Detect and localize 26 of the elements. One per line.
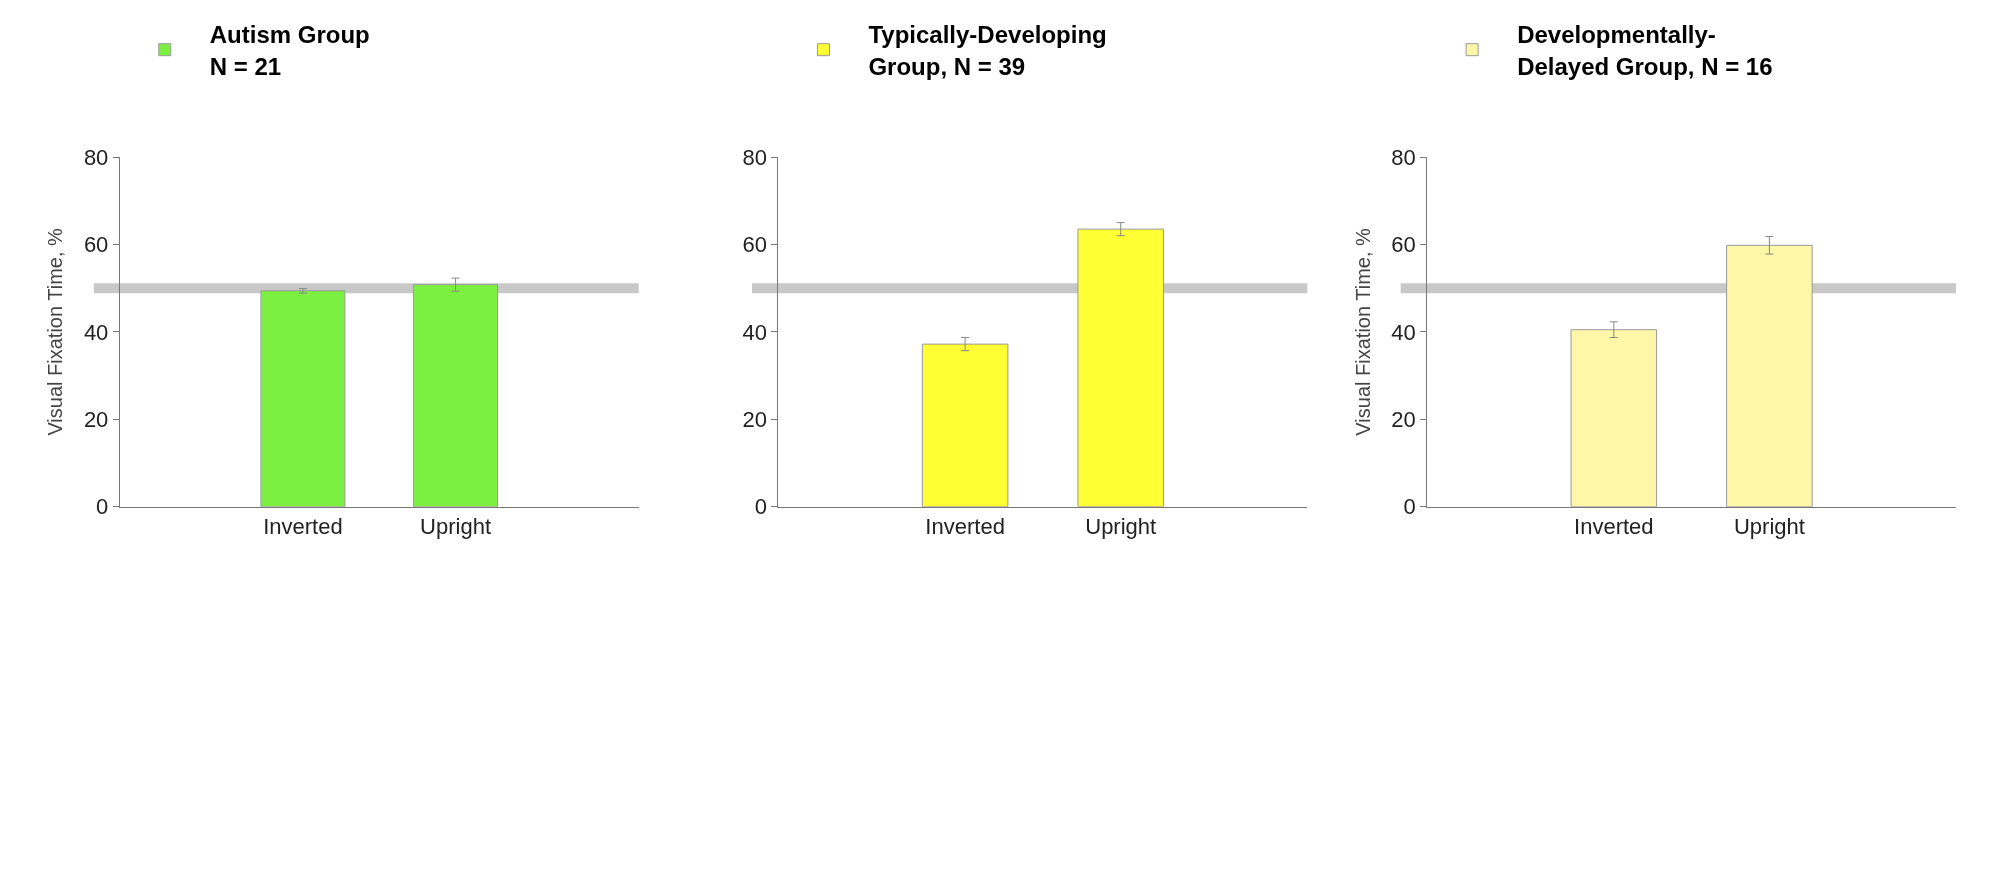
y-tick-label: 0 <box>754 494 768 520</box>
x-tick-label: Upright <box>1733 514 1805 540</box>
x-tick-label: Upright <box>1085 514 1157 540</box>
y-tick-label: 80 <box>1391 144 1416 170</box>
x-tick-label: Upright <box>420 514 492 540</box>
y-tick-label: 40 <box>83 319 109 345</box>
x-tick-label: Inverted <box>1574 514 1654 540</box>
y-tick-label: 80 <box>742 144 768 170</box>
y-tick-label: 20 <box>742 407 768 433</box>
legend-label: Autism Group N = 21 <box>209 21 370 80</box>
x-tick-label: Inverted <box>925 514 1005 540</box>
y-tick-label: 0 <box>1403 494 1416 520</box>
y-tick-label: 20 <box>1391 407 1416 433</box>
y-tick-label: 0 <box>96 494 109 520</box>
y-tick-label: 20 <box>83 407 109 433</box>
y-tick-label: 80 <box>83 144 109 170</box>
legend-label: Typically-Developing Group, N = 39 <box>868 21 1107 80</box>
y-tick-label: 60 <box>83 232 109 258</box>
y-tick-label: 40 <box>742 319 768 345</box>
y-axis-title: Visual Fixation Time, % <box>44 227 67 436</box>
x-tick-label: Inverted <box>263 514 343 540</box>
y-tick-label: 60 <box>742 232 768 258</box>
y-tick-label: 60 <box>1391 232 1416 258</box>
legend-label: Developmentally- Delayed Group, N = 16 <box>1517 21 1773 80</box>
y-axis-title: Visual Fixation Time, % <box>1351 227 1374 436</box>
y-tick-label: 40 <box>1391 319 1416 345</box>
